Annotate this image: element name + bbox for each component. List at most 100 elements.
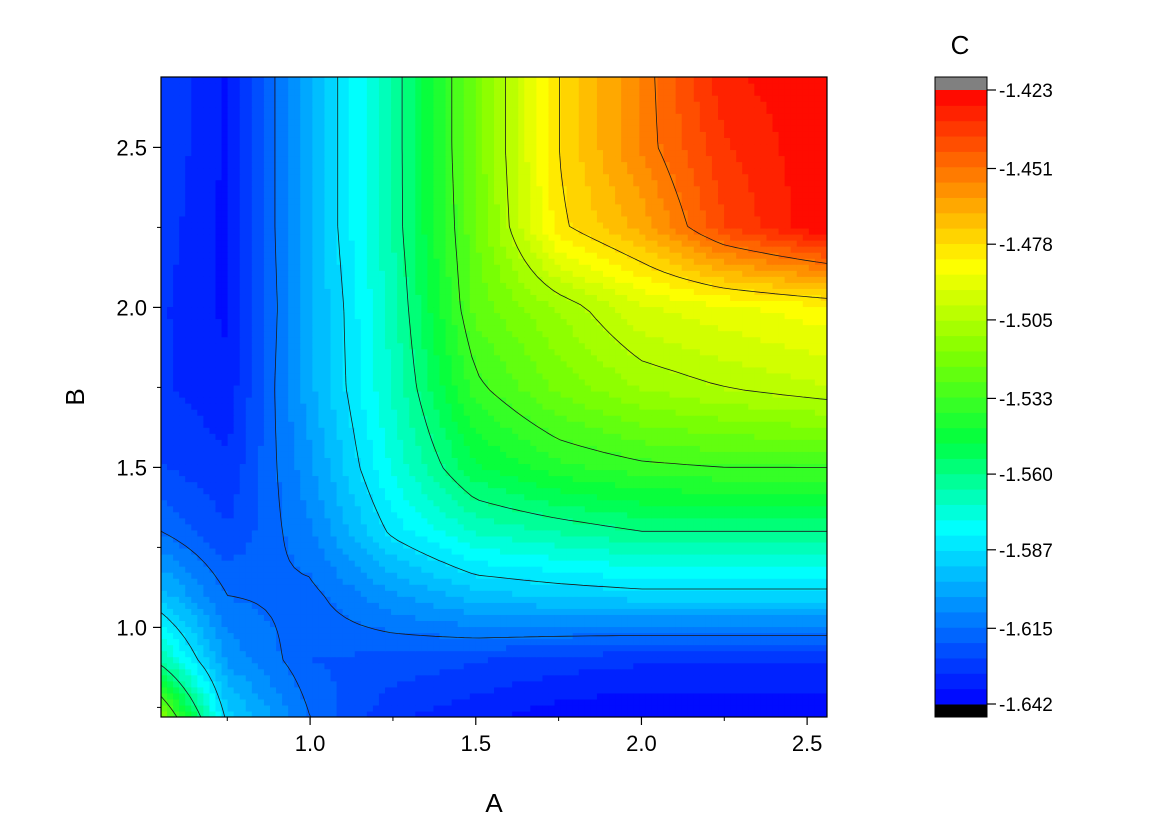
- contour-cell: [778, 529, 786, 537]
- contour-cell: [409, 668, 416, 676]
- contour-cell: [633, 656, 640, 664]
- contour-cell: [699, 553, 707, 561]
- contour-cell: [445, 596, 453, 603]
- contour-cell: [227, 445, 235, 452]
- contour-cell: [251, 475, 259, 483]
- contour-cell: [167, 710, 174, 717]
- contour-cell: [360, 638, 368, 646]
- contour-cell: [784, 596, 792, 603]
- contour-cell: [560, 451, 568, 458]
- contour-cell: [288, 553, 295, 561]
- contour-cell: [415, 457, 422, 465]
- contour-cell: [227, 541, 235, 549]
- contour-cell: [451, 499, 459, 507]
- contour-cell: [294, 535, 301, 543]
- contour-cell: [378, 602, 386, 609]
- contour-cell: [681, 710, 689, 717]
- contour-cell: [179, 439, 186, 446]
- contour-cell: [518, 560, 525, 567]
- contour-cell: [699, 578, 707, 585]
- contour-cell: [391, 481, 398, 489]
- contour-cell: [167, 451, 174, 458]
- contour-cell: [627, 560, 634, 567]
- contour-cell: [288, 632, 295, 640]
- contour-cell: [294, 457, 301, 465]
- contour-cell: [360, 626, 368, 634]
- contour-cell: [548, 451, 556, 458]
- contour-cell: [227, 499, 235, 507]
- contour-cell: [560, 584, 568, 591]
- contour-cell: [221, 445, 229, 452]
- contour-cell: [500, 614, 507, 621]
- contour-cell: [251, 535, 259, 543]
- contour-cell: [542, 644, 550, 652]
- contour-cell: [215, 523, 223, 531]
- contour-cell: [245, 614, 253, 621]
- contour-cell: [245, 445, 253, 452]
- contour-cell: [778, 662, 786, 670]
- contour-cell: [233, 650, 241, 658]
- contour-cell: [433, 457, 441, 465]
- contour-cell: [245, 602, 253, 609]
- contour-cell: [524, 680, 531, 688]
- contour-cell: [530, 602, 537, 609]
- contour-cell: [330, 493, 338, 501]
- contour-cell: [494, 584, 501, 591]
- contour-cell: [699, 529, 707, 537]
- contour-cell: [718, 680, 725, 688]
- contour-cell: [820, 638, 827, 646]
- contour-cell: [276, 523, 283, 531]
- contour-cell: [590, 650, 598, 658]
- contour-cell: [294, 650, 301, 658]
- contour-cell: [318, 469, 326, 477]
- contour-cell: [627, 523, 634, 531]
- contour-cell: [415, 487, 422, 495]
- contour-cell: [518, 632, 525, 640]
- contour-cell: [161, 487, 168, 495]
- contour-cell: [687, 638, 695, 646]
- contour-cell: [257, 638, 265, 646]
- contour-cell: [421, 463, 428, 471]
- contour-cell: [215, 505, 223, 513]
- contour-cell: [584, 584, 592, 591]
- contour-cell: [669, 457, 677, 465]
- contour-cell: [578, 590, 586, 597]
- contour-cell: [348, 481, 356, 489]
- contour-cell: [179, 475, 186, 483]
- contour-cell: [657, 499, 665, 507]
- contour-cell: [167, 481, 174, 489]
- contour-cell: [300, 560, 307, 567]
- contour-cell: [736, 578, 743, 585]
- contour-cell: [778, 590, 786, 597]
- contour-cell: [766, 499, 774, 507]
- contour-cell: [245, 566, 253, 573]
- contour-cell: [342, 596, 350, 603]
- contour-cell: [372, 547, 380, 555]
- contour-cell: [294, 511, 301, 519]
- contour-cell: [360, 674, 368, 682]
- contour-cell: [524, 560, 531, 567]
- contour-cell: [179, 547, 186, 555]
- contour-cell: [699, 487, 707, 495]
- contour-cell: [506, 499, 513, 507]
- contour-cell: [784, 481, 792, 489]
- contour-cell: [500, 487, 507, 495]
- contour-cell: [245, 638, 253, 646]
- contour-cell: [481, 553, 489, 561]
- contour-cell: [427, 535, 435, 543]
- contour-cell: [669, 451, 677, 458]
- contour-cell: [251, 608, 259, 615]
- contour-cell: [681, 547, 689, 555]
- contour-cell: [469, 505, 477, 513]
- contour-cell: [699, 481, 707, 489]
- contour-cell: [687, 680, 695, 688]
- contour-cell: [621, 463, 628, 471]
- contour-cell: [221, 553, 229, 561]
- contour-cell: [360, 445, 368, 452]
- contour-cell: [736, 560, 743, 567]
- contour-cell: [409, 487, 416, 495]
- contour-cell: [554, 686, 562, 694]
- contour-cell: [578, 487, 586, 495]
- contour-cell: [663, 499, 671, 507]
- contour-cell: [778, 445, 786, 452]
